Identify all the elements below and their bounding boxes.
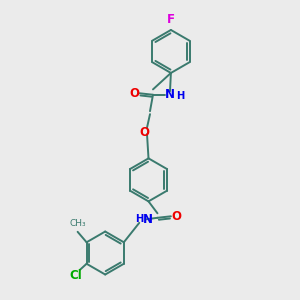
Text: H: H bbox=[135, 214, 143, 224]
Text: O: O bbox=[139, 127, 149, 140]
Text: O: O bbox=[130, 87, 140, 100]
Text: H: H bbox=[176, 91, 184, 101]
Text: CH₃: CH₃ bbox=[69, 219, 86, 228]
Text: N: N bbox=[142, 213, 153, 226]
Text: Cl: Cl bbox=[69, 269, 82, 282]
Text: F: F bbox=[167, 14, 175, 26]
Text: N: N bbox=[165, 88, 175, 101]
Text: O: O bbox=[171, 210, 181, 223]
